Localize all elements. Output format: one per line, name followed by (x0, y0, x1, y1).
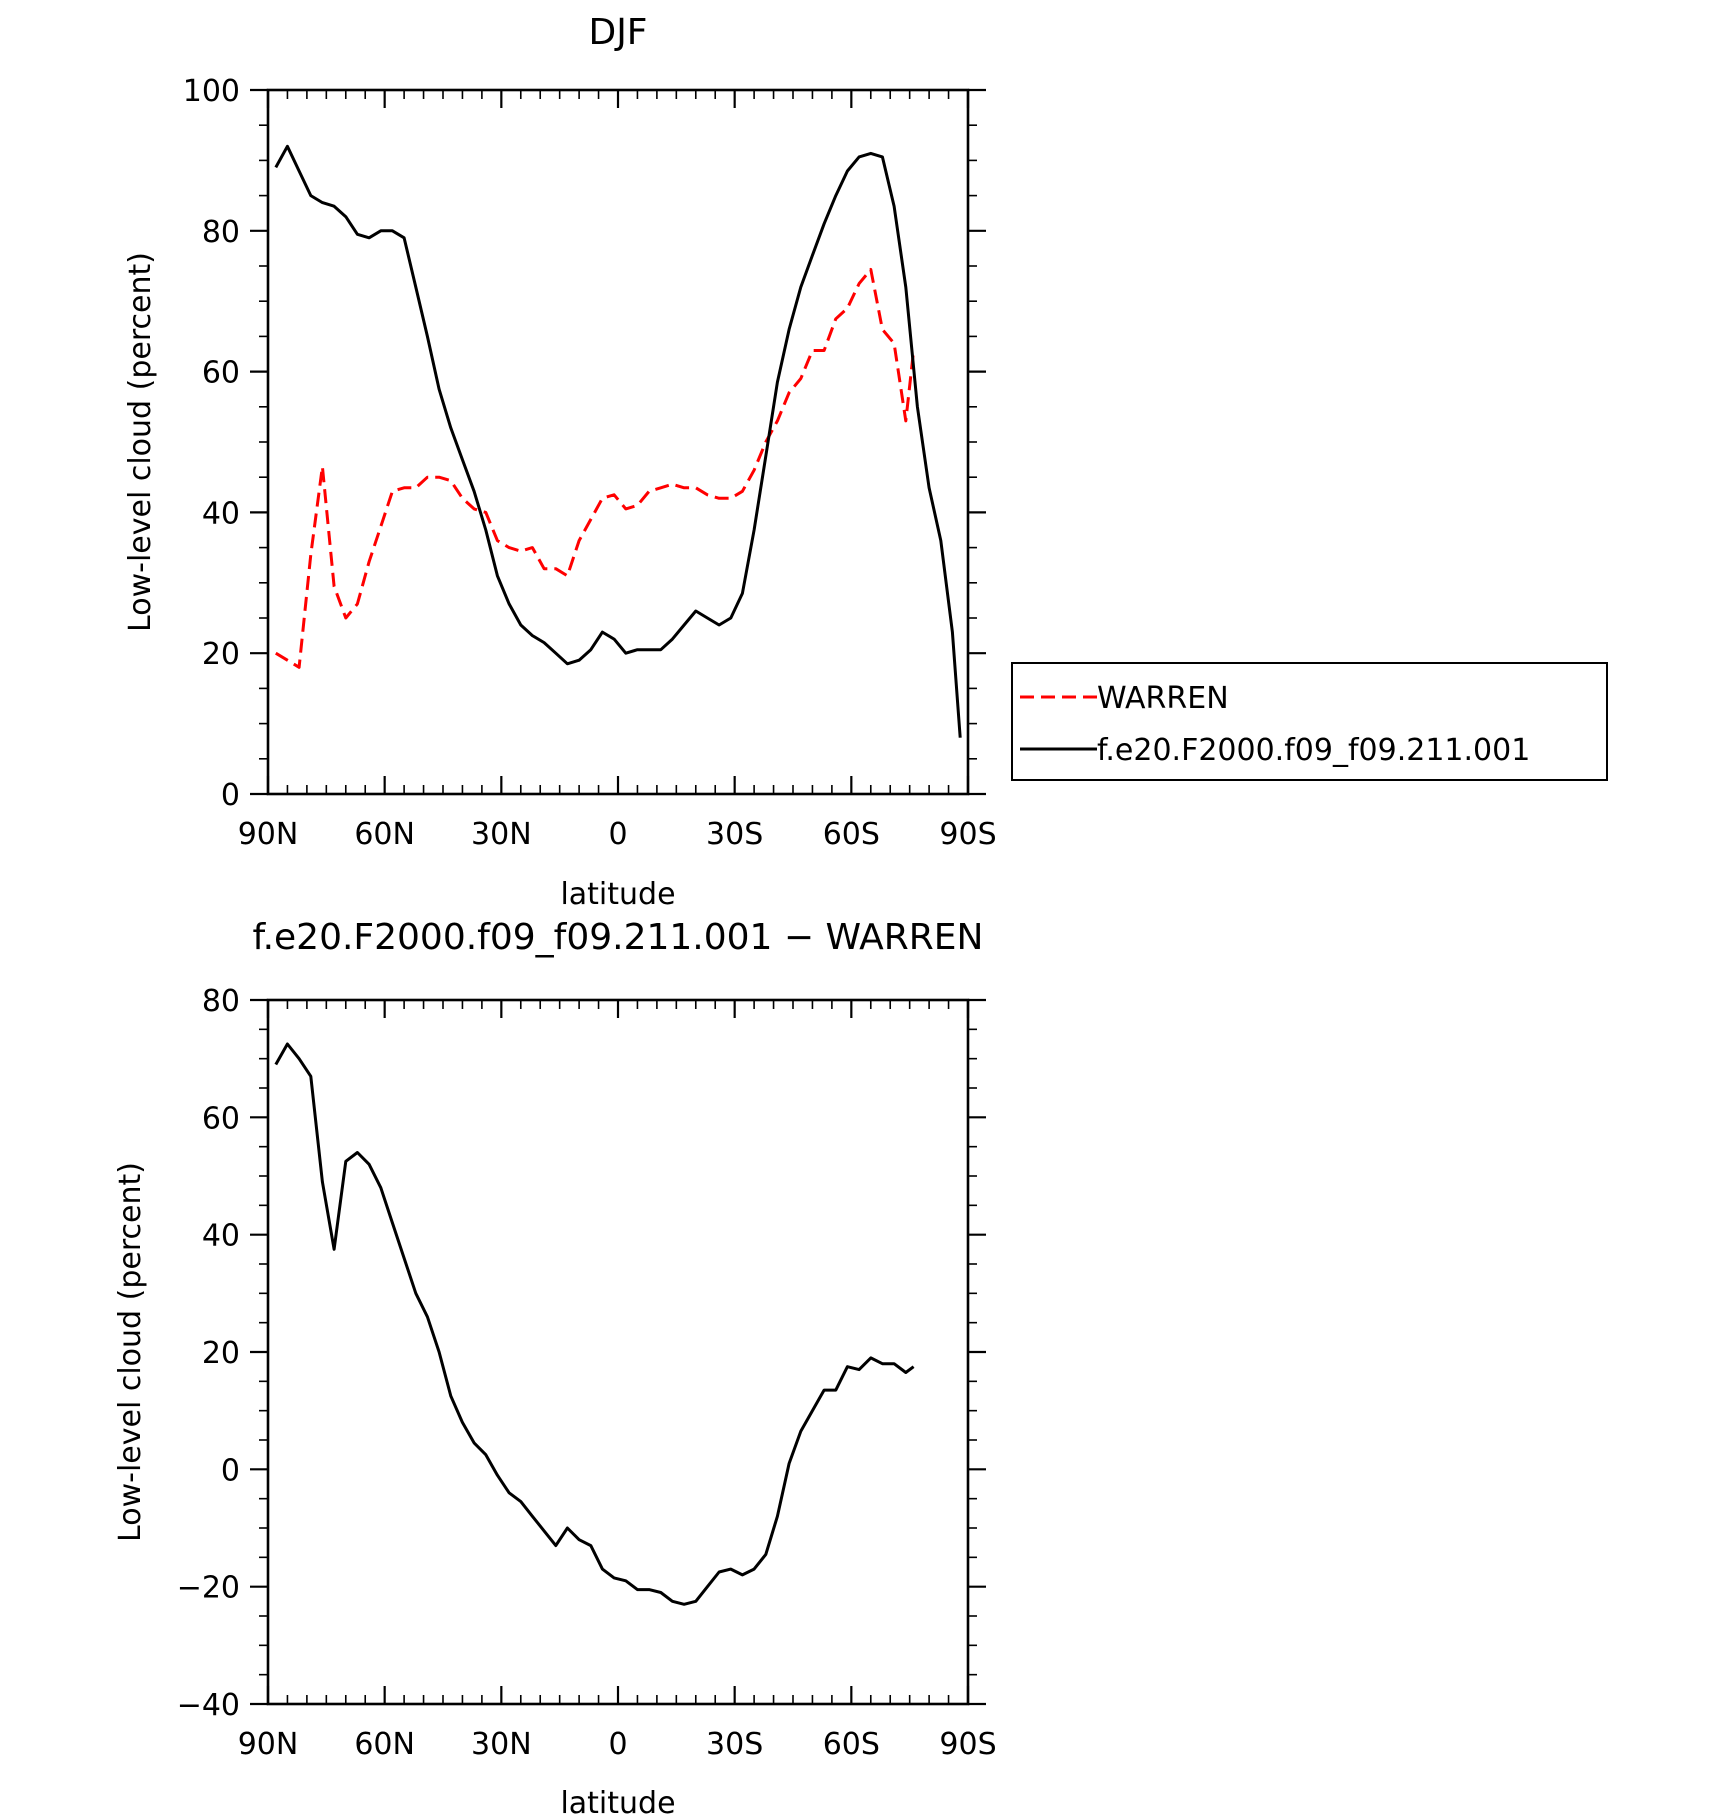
top-xtick-label: 30N (471, 817, 532, 852)
top-ylabel: Low-level cloud (percent) (123, 252, 158, 632)
top-xtick-label: 30S (706, 817, 763, 852)
top-xtick-label: 90N (238, 817, 299, 852)
top-ytick-label: 60 (202, 356, 240, 391)
bottom-ytick-label: 80 (202, 984, 240, 1019)
top-plot-frame (266, 88, 970, 796)
bottom-ytick-label: −20 (177, 1571, 240, 1606)
bottom-plot-frame (266, 998, 970, 1706)
bottom-tick-labels: 90N 60N 30N 0 30S 60S 90S −40 −20 0 20 40 60 80 (177, 984, 997, 1762)
top-ytick-label: 40 (202, 496, 240, 531)
legend-label-warren: WARREN (1097, 681, 1229, 716)
bottom-ytick-label: 40 (202, 1219, 240, 1254)
top-title: DJF (588, 12, 647, 53)
bottom-xtick-label: 60S (823, 1727, 880, 1762)
bottom-ytick-label: 60 (202, 1101, 240, 1136)
bottom-xtick-label: 30N (471, 1727, 532, 1762)
bottom-ylabel: Low-level cloud (percent) (113, 1162, 148, 1542)
top-xtick-label: 60S (823, 817, 880, 852)
legend-label-model: f.e20.F2000.f09_f09.211.001 (1097, 733, 1530, 768)
bottom-ytick-label: −40 (177, 1688, 240, 1723)
bottom-series-difference-line (274, 1042, 915, 1606)
bottom-ytick-label: 20 (202, 1336, 240, 1371)
top-axis-ticks (250, 88, 986, 796)
bottom-axis-ticks (250, 998, 986, 1706)
top-tick-labels: 90N 60N 30N 0 30S 60S 90S 0 20 40 60 80 100 (183, 74, 997, 852)
top-ytick-label: 0 (221, 778, 240, 813)
bottom-series-group (274, 1042, 915, 1606)
top-xtick-label: 60N (354, 817, 415, 852)
difference-panel: f.e20.F2000.f09_f09.211.001 − WARREN 90N… (113, 917, 997, 1816)
top-ytick-label: 100 (183, 74, 240, 109)
bottom-ytick-label: 0 (221, 1453, 240, 1488)
legend-box (1011, 662, 1608, 781)
bottom-xtick-label: 30S (706, 1727, 763, 1762)
top-xtick-label: 90S (939, 817, 996, 852)
legend: WARREN f.e20.F2000.f09_f09.211.001 (1011, 662, 1608, 781)
bottom-xtick-label: 0 (608, 1727, 627, 1762)
bottom-xlabel: latitude (560, 1786, 675, 1816)
top-series-f-e20-f2000-f09-f09-211-001-line (274, 144, 962, 738)
top-ytick-label: 20 (202, 637, 240, 672)
djf-panel: DJF 90N 60N 30N 0 30S 60S 90S 0 20 40 60 80 100 lati… (123, 12, 997, 912)
bottom-xtick-label: 90S (939, 1727, 996, 1762)
top-series-group (274, 144, 962, 738)
bottom-xtick-label: 60N (354, 1727, 415, 1762)
top-xtick-label: 0 (608, 817, 627, 852)
bottom-xtick-label: 90N (238, 1727, 299, 1762)
bottom-title: f.e20.F2000.f09_f09.211.001 − WARREN (253, 917, 984, 958)
top-xlabel: latitude (560, 877, 675, 912)
top-series-warren-line (275, 268, 916, 669)
top-ytick-label: 80 (202, 215, 240, 250)
